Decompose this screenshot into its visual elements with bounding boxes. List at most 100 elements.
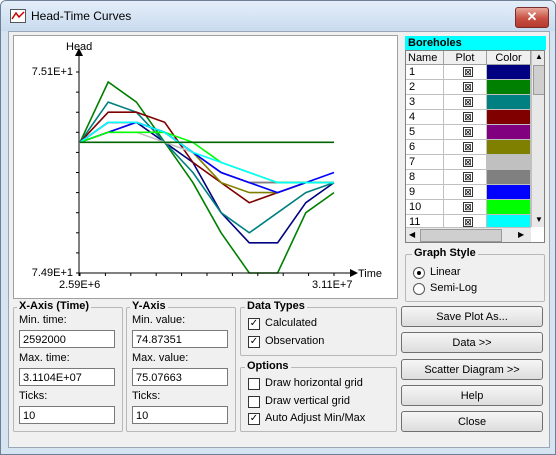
borehole-row-3[interactable]: 3 ⊠ xyxy=(406,95,531,110)
data-button[interactable]: Data >> xyxy=(401,332,543,353)
borehole-plot-checkbox[interactable]: ⊠ xyxy=(463,112,473,122)
col-header-name[interactable]: Name xyxy=(406,51,444,65)
y-ticks-input[interactable]: 10 xyxy=(132,406,228,424)
y-axis-arrow xyxy=(75,48,83,56)
borehole-color-swatch[interactable] xyxy=(487,65,531,80)
linear-label[interactable]: Linear xyxy=(430,266,461,278)
borehole-plot-checkbox[interactable]: ⊠ xyxy=(463,67,473,77)
calculated-label[interactable]: Calculated xyxy=(265,317,317,329)
borehole-name: 9 xyxy=(406,185,444,200)
scroll-up-icon[interactable]: ▲ xyxy=(535,52,543,61)
min-value-input[interactable]: 74.87351 xyxy=(132,330,228,348)
borehole-color-swatch[interactable] xyxy=(487,170,531,185)
horizontal-grid-checkbox[interactable] xyxy=(248,378,260,390)
auto-adjust-label[interactable]: Auto Adjust Min/Max xyxy=(265,412,366,424)
min-time-input[interactable]: 2592000 xyxy=(19,330,115,348)
auto-adjust-checkbox[interactable]: ✓ xyxy=(248,413,260,425)
borehole-plot-checkbox[interactable]: ⊠ xyxy=(463,172,473,182)
borehole-row-4[interactable]: 4 ⊠ xyxy=(406,110,531,125)
borehole-color-swatch[interactable] xyxy=(487,185,531,200)
scroll-right-icon[interactable]: ▶ xyxy=(518,230,525,239)
col-header-color[interactable]: Color xyxy=(487,51,531,65)
x-axis-label: Time xyxy=(358,268,382,280)
scroll-down-icon[interactable]: ▼ xyxy=(535,215,543,224)
borehole-plot-checkbox[interactable]: ⊠ xyxy=(463,127,473,137)
borehole-name: 7 xyxy=(406,155,444,170)
hscroll-thumb[interactable] xyxy=(420,229,502,242)
borehole-plot-checkbox[interactable]: ⊠ xyxy=(463,82,473,92)
graph-style-title: Graph Style xyxy=(412,247,478,259)
borehole-plot-cell: ⊠ xyxy=(444,125,487,140)
title-bar[interactable]: Head-Time Curves ✕ xyxy=(1,1,555,31)
y-axis-title: Y-Axis xyxy=(130,300,168,312)
borehole-name: 2 xyxy=(406,80,444,95)
max-value-input[interactable]: 75.07663 xyxy=(132,368,228,386)
semilog-label[interactable]: Semi-Log xyxy=(430,282,478,294)
borehole-color-swatch[interactable] xyxy=(487,110,531,125)
min-value-label: Min. value: xyxy=(132,314,186,326)
borehole-plot-cell: ⊠ xyxy=(444,140,487,155)
options-group: Options Draw horizontal grid Draw vertic… xyxy=(240,360,397,432)
close-button[interactable]: Close xyxy=(401,411,543,432)
borehole-plot-cell: ⊠ xyxy=(444,65,487,80)
data-types-title: Data Types xyxy=(245,300,307,312)
borehole-color-swatch[interactable] xyxy=(487,125,531,140)
borehole-name: 1 xyxy=(406,65,444,80)
boreholes-vertical-scrollbar[interactable]: ▲ ▼ xyxy=(531,51,544,227)
borehole-color-swatch[interactable] xyxy=(487,140,531,155)
horizontal-grid-label[interactable]: Draw horizontal grid xyxy=(265,377,363,389)
borehole-name: 6 xyxy=(406,140,444,155)
borehole-row-9[interactable]: 9 ⊠ xyxy=(406,185,531,200)
x-axis-arrow xyxy=(350,269,358,277)
boreholes-table[interactable]: Name Plot Color 1 ⊠ 2 ⊠ 3 ⊠ 4 ⊠ 5 ⊠ 6 ⊠ 7 ⊠ 8 ⊠ 9 ⊠ 10 ⊠ 11 ⊠… xyxy=(405,50,545,243)
borehole-row-2[interactable]: 2 ⊠ xyxy=(406,80,531,95)
vertical-grid-label[interactable]: Draw vertical grid xyxy=(265,395,350,407)
borehole-row-1[interactable]: 1 ⊠ xyxy=(406,65,531,80)
scatter-diagram-button[interactable]: Scatter Diagram >> xyxy=(401,359,543,380)
max-time-label: Max. time: xyxy=(19,352,70,364)
x-axis-title: X-Axis (Time) xyxy=(17,300,92,312)
borehole-row-10[interactable]: 10 ⊠ xyxy=(406,200,531,215)
borehole-color-swatch[interactable] xyxy=(487,200,531,215)
borehole-row-8[interactable]: 8 ⊠ xyxy=(406,170,531,185)
series-line-9 xyxy=(79,121,335,194)
x-ticks-input[interactable]: 10 xyxy=(19,406,115,424)
linear-radio[interactable] xyxy=(413,267,425,279)
boreholes-title: Boreholes xyxy=(405,36,546,50)
borehole-plot-cell: ⊠ xyxy=(444,110,487,125)
y-axis-label: Head xyxy=(66,41,92,53)
tick-layer xyxy=(76,71,335,276)
borehole-row-5[interactable]: 5 ⊠ xyxy=(406,125,531,140)
help-button[interactable]: Help xyxy=(401,385,543,406)
borehole-plot-checkbox[interactable]: ⊠ xyxy=(463,97,473,107)
borehole-plot-checkbox[interactable]: ⊠ xyxy=(463,202,473,212)
window-close-button[interactable]: ✕ xyxy=(515,7,549,28)
borehole-plot-cell: ⊠ xyxy=(444,155,487,170)
borehole-plot-checkbox[interactable]: ⊠ xyxy=(463,142,473,152)
observation-checkbox[interactable]: ✓ xyxy=(248,336,260,348)
borehole-plot-cell: ⊠ xyxy=(444,170,487,185)
borehole-color-swatch[interactable] xyxy=(487,155,531,170)
borehole-color-swatch[interactable] xyxy=(487,80,531,95)
borehole-name: 4 xyxy=(406,110,444,125)
col-header-plot[interactable]: Plot xyxy=(444,51,487,65)
boreholes-horizontal-scrollbar[interactable]: ◀ ▶ xyxy=(406,227,531,242)
borehole-color-swatch[interactable] xyxy=(487,95,531,110)
scroll-left-icon[interactable]: ◀ xyxy=(409,230,416,239)
borehole-plot-checkbox[interactable]: ⊠ xyxy=(463,187,473,197)
scroll-thumb[interactable] xyxy=(533,65,544,95)
borehole-row-6[interactable]: 6 ⊠ xyxy=(406,140,531,155)
min-time-label: Min. time: xyxy=(19,314,67,326)
series-line-11 xyxy=(79,121,334,184)
vertical-grid-checkbox[interactable] xyxy=(248,396,260,408)
observation-label[interactable]: Observation xyxy=(265,335,325,347)
borehole-plot-checkbox[interactable]: ⊠ xyxy=(463,157,473,167)
borehole-plot-checkbox[interactable]: ⊠ xyxy=(463,217,473,227)
calculated-checkbox[interactable]: ✓ xyxy=(248,318,260,330)
save-plot-button[interactable]: Save Plot As... xyxy=(401,306,543,327)
borehole-row-7[interactable]: 7 ⊠ xyxy=(406,155,531,170)
semilog-radio[interactable] xyxy=(413,283,425,295)
borehole-name: 10 xyxy=(406,200,444,215)
max-time-input[interactable]: 3.1104E+07 xyxy=(19,368,115,386)
